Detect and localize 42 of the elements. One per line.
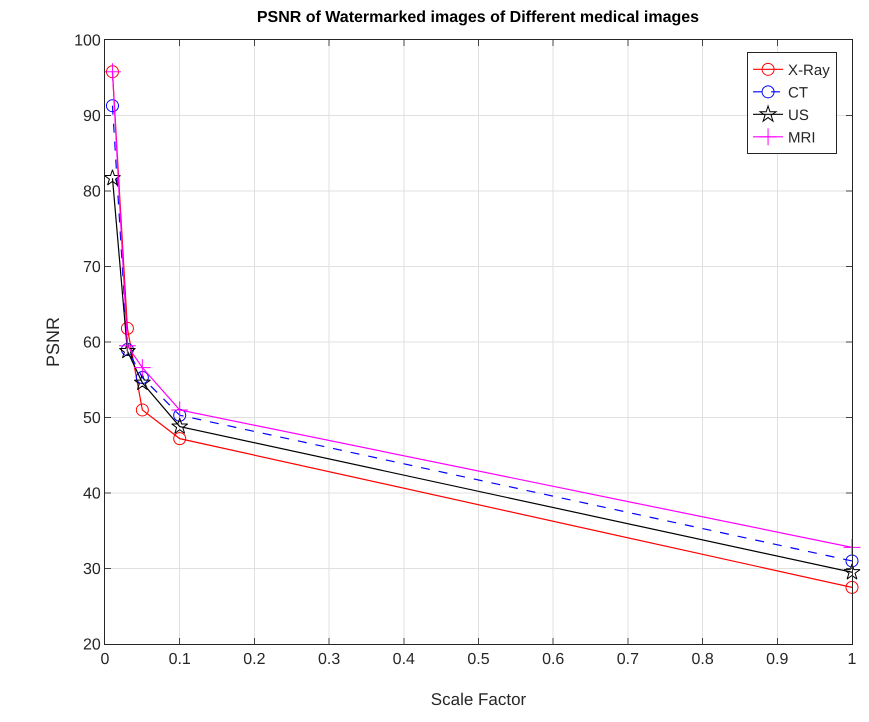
y-tick-label: 40 [83, 486, 101, 503]
x-tick-label: 1 [848, 651, 857, 668]
point [133, 358, 152, 377]
y-tick-label: 70 [83, 259, 101, 276]
point [104, 169, 121, 186]
point [120, 322, 134, 335]
y-axis-title: PSNR [43, 316, 63, 368]
point [106, 99, 119, 112]
x-tick-label: 0.8 [691, 651, 714, 668]
point [171, 418, 188, 434]
x-tick-label: 0.7 [616, 651, 640, 668]
x-axis-title: Scale Factor [430, 690, 527, 709]
y-tick-label: 30 [83, 561, 101, 578]
chart-title: PSNR of Watermarked images of Different medical images [256, 9, 700, 26]
x-tick-label: 0.1 [168, 651, 191, 668]
point [173, 432, 186, 446]
y-tick-label: 80 [83, 184, 101, 201]
point [846, 554, 858, 568]
y-tick-label: 100 [74, 32, 101, 50]
x-tick-label: 0.4 [392, 651, 416, 668]
point [134, 374, 151, 390]
point [136, 403, 149, 416]
x-tick-label: 0.5 [467, 651, 490, 668]
point [843, 538, 861, 556]
point [173, 408, 186, 422]
y-tick-label: 50 [83, 410, 101, 428]
point [118, 336, 136, 355]
x-tick-label: 0.2 [243, 651, 266, 668]
legend-label: US [788, 107, 809, 124]
point [170, 401, 189, 419]
y-tick-label: 60 [83, 334, 101, 352]
x-tick-label: 0.3 [318, 651, 340, 668]
point [846, 580, 858, 594]
y-tick-label: 90 [83, 108, 101, 126]
y-tick-label: 20 [83, 636, 101, 654]
x-tick-label: 0.9 [766, 651, 789, 668]
legend-label: CT [788, 84, 808, 102]
point [844, 563, 860, 580]
legend-label: MRI [788, 130, 816, 147]
x-tick-label: 0 [100, 651, 110, 668]
x-tick-label: 0.6 [542, 651, 564, 668]
legend-label: X-Ray [788, 62, 830, 80]
